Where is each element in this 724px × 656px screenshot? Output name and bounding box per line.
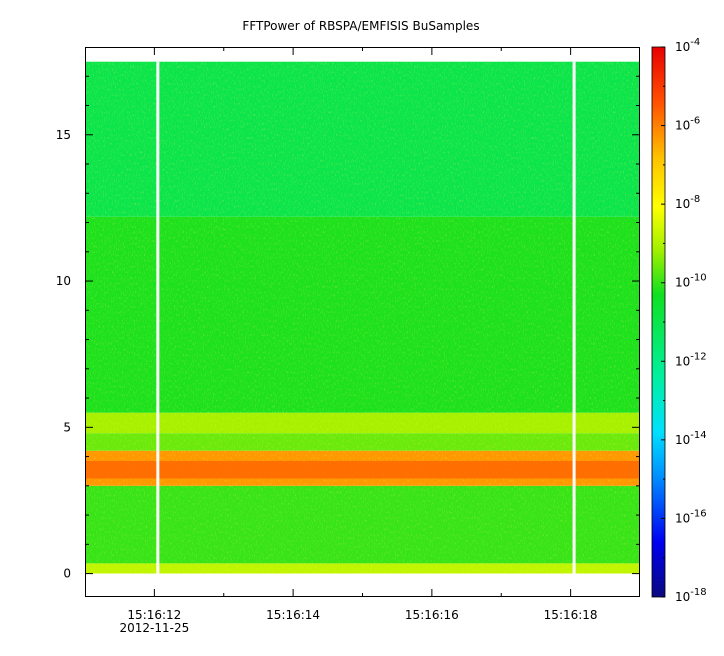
x-tick-label: 15:16:16 bbox=[405, 608, 459, 622]
y-tick-label: 10 bbox=[56, 274, 71, 288]
colorbar-tick-base: 10 bbox=[675, 511, 690, 525]
colorbar-tick-base: 10 bbox=[675, 590, 690, 604]
x-tick-label: 15:16:12 bbox=[127, 608, 181, 622]
empty-top-region bbox=[85, 47, 640, 62]
data-gap-1 bbox=[572, 61, 576, 574]
colorbar-tick-label: 10-8 bbox=[675, 194, 700, 211]
colorbar-tick-label: 10-12 bbox=[675, 351, 707, 368]
empty-bottom-region bbox=[85, 573, 640, 597]
colorbar-tick-label: 10-18 bbox=[675, 587, 707, 604]
y-tick-label: 0 bbox=[63, 567, 71, 581]
colorbar-tick-base: 10 bbox=[675, 40, 690, 54]
y-axis: 0 5 10 15 bbox=[56, 75, 640, 581]
colorbar-tick-exponent: -10 bbox=[690, 273, 706, 284]
colorbar-tick-base: 10 bbox=[675, 276, 690, 290]
x-date-label: 2012-11-25 bbox=[120, 621, 190, 635]
colorbar-tick-exponent: -14 bbox=[690, 430, 706, 441]
colorbar-tick-base: 10 bbox=[675, 197, 690, 211]
x-tick-label: 15:16:14 bbox=[266, 608, 320, 622]
colorbar-tick-exponent: -8 bbox=[690, 194, 700, 205]
band-texture bbox=[85, 61, 640, 574]
x-tick-label: 15:16:18 bbox=[544, 608, 598, 622]
colorbar-tick-exponent: -12 bbox=[690, 351, 706, 362]
colorbar-tick-label: 10-14 bbox=[675, 430, 707, 447]
y-tick-label: 5 bbox=[63, 420, 71, 434]
colorbar-tick-base: 10 bbox=[675, 433, 690, 447]
colorbar-tick-label: 10-6 bbox=[675, 116, 700, 133]
data-gap-0 bbox=[156, 61, 160, 574]
chart-title: FFTPower of RBSPA/EMFISIS BuSamples bbox=[242, 19, 479, 33]
colorbar-tick-exponent: -6 bbox=[690, 116, 700, 127]
colorbar-tick-exponent: -4 bbox=[690, 37, 700, 48]
colorbar-tick-base: 10 bbox=[675, 119, 690, 133]
colorbar-tick-exponent: -16 bbox=[690, 508, 706, 519]
colorbar-tick-exponent: -18 bbox=[690, 587, 706, 598]
colorbar-tick-label: 10-10 bbox=[675, 273, 707, 290]
colorbar-tick-base: 10 bbox=[675, 354, 690, 368]
colorbar-tick-label: 10-4 bbox=[675, 37, 700, 54]
plot-area bbox=[85, 47, 640, 597]
y-tick-label: 15 bbox=[56, 128, 71, 142]
band-core bbox=[85, 460, 640, 479]
colorbar-tick-label: 10-16 bbox=[675, 508, 707, 525]
